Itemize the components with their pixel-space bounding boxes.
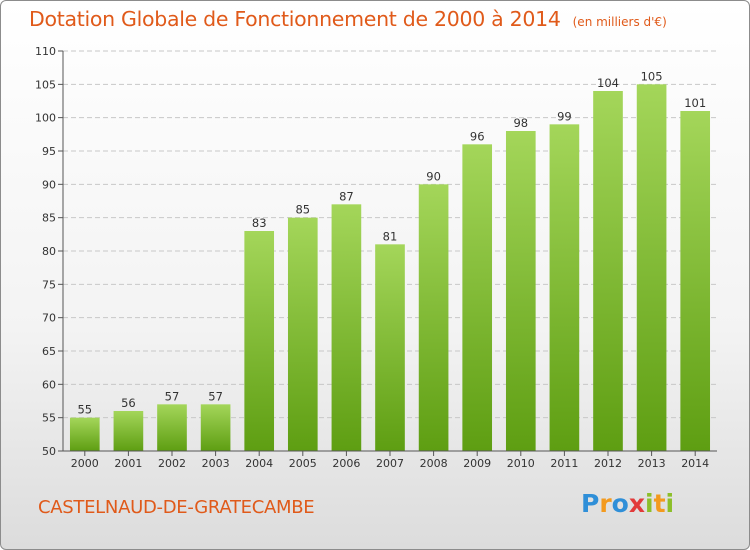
bar [331,204,362,451]
logo-letter: i [645,489,654,518]
y-tick-label: 60 [42,378,56,391]
bar [200,404,231,451]
bar-value-label: 105 [641,69,663,83]
y-tick-label: 75 [42,278,56,291]
y-tick-label: 65 [42,345,56,358]
bar-value-label: 101 [684,96,706,110]
x-axis: 2000 2001 2002 2003 2004 2005 2006 2007 2008 2009… [63,450,717,470]
x-tick-label: 2010 [507,457,535,470]
bar-value-label: 55 [77,403,92,417]
logo-letter: P [581,489,600,518]
y-tick-label: 95 [42,145,56,158]
logo-letter: o [611,489,629,518]
bar [418,184,449,452]
y-axis: 50 55 60 65 70 75 80 85 90 95 100 105 110 [35,45,64,458]
y-tick-label: 90 [42,178,56,191]
bar [287,217,318,451]
x-tick-label: 2006 [332,457,360,470]
bar-value-label: 56 [121,396,136,410]
x-tick-label: 2007 [376,457,404,470]
x-tick-label: 2004 [245,457,273,470]
y-tick-label: 55 [42,412,56,425]
x-tick-label: 2012 [594,457,622,470]
bar-value-label: 98 [513,116,528,130]
x-tick-label: 2005 [289,457,317,470]
commune-name: CASTELNAUD-DE-GRATECAMBE [38,497,315,518]
y-tick-label: 85 [42,212,56,225]
bar-value-label: 99 [557,109,572,123]
bar [375,244,405,451]
proxiti-logo: Proxiti [581,489,674,518]
y-tick-label: 100 [35,112,56,125]
x-tick-label: 2000 [71,457,99,470]
bar [462,144,493,452]
bar [505,131,536,451]
chart-title-block: Dotation Globale de Fonctionnement de 20… [29,7,667,31]
bar-value-label: 81 [383,229,398,243]
y-tick-label: 70 [42,312,56,325]
logo-letter: t [653,489,666,518]
bar-value-label: 85 [295,203,310,217]
bar [549,124,580,451]
bar-value-label: 90 [426,169,441,183]
x-tick-label: 2008 [420,457,448,470]
bars: 55 56 57 57 83 85 87 81 90 96 98 99 104 105 101 [69,69,711,452]
x-tick-label: 2002 [158,457,186,470]
bar-value-label: 57 [165,389,180,403]
y-tick-label: 105 [35,78,56,91]
x-tick-label: 2001 [114,457,142,470]
y-tick-label: 50 [42,445,56,458]
x-tick-label: 2014 [681,457,709,470]
bar [113,411,144,451]
logo-letter: x [628,489,645,518]
x-tick-label: 2011 [550,457,578,470]
bar-value-label: 96 [470,129,485,143]
bar-value-label: 57 [208,389,223,403]
chart-subtitle: (en milliers d'€) [572,15,667,29]
bar [244,231,275,451]
logo-letter: r [599,489,612,518]
bar [157,404,187,451]
chart-title: Dotation Globale de Fonctionnement de 20… [29,7,561,31]
bar-value-label: 83 [252,216,267,230]
bar [593,91,623,451]
y-tick-label: 80 [42,245,56,258]
bar [636,84,667,451]
x-tick-label: 2013 [638,457,666,470]
bar-value-label: 87 [339,189,354,203]
bar [69,417,100,451]
y-tick-label: 110 [35,45,56,58]
x-tick-label: 2003 [202,457,230,470]
bar-value-label: 104 [597,76,619,90]
bar [680,111,711,451]
logo-letter: i [665,489,675,518]
x-tick-label: 2009 [463,457,491,470]
